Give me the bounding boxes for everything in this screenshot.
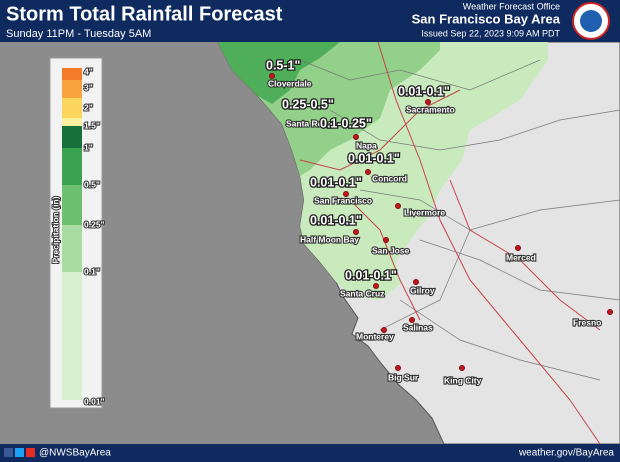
city-label: Sacramento	[406, 104, 455, 114]
issued: Issued Sep 22, 2023 9:09 AM PDT	[421, 28, 560, 38]
subtitle: Sunday 11PM - Tuesday 5AM	[6, 28, 151, 40]
city-label: Santa Rosa	[286, 118, 333, 128]
rainfall-amount: 0.1-0.25"	[320, 116, 372, 130]
city-label: Monterey	[356, 331, 394, 341]
county-lines	[299, 59, 620, 381]
rainfall-amount: 0.25-0.5"	[282, 97, 334, 111]
title: Storm Total Rainfall Forecast	[6, 3, 283, 25]
facebook-icon	[4, 448, 13, 457]
city-label: Santa Cruz	[340, 288, 384, 298]
legend-label: 4"	[84, 66, 93, 76]
rainfall-amount: 0.01-0.1"	[310, 175, 362, 189]
city-label: Gilroy	[410, 285, 435, 295]
website: weather.gov/BayArea	[518, 448, 614, 459]
social-handle: @NWSBayArea	[39, 448, 111, 459]
city-dots	[268, 73, 614, 371]
city-label: Livermore	[404, 207, 445, 217]
legend-label: 2"	[84, 102, 93, 112]
legend-label: 1"	[84, 142, 93, 152]
legend-colorbar	[62, 68, 82, 400]
legend-label: 0.5"	[84, 179, 100, 189]
city-label: San Francisco	[314, 195, 372, 205]
header-bar	[0, 0, 620, 42]
nws-logo-inner	[580, 10, 602, 32]
city-label: Cloverdale	[268, 78, 312, 88]
rainfall-amount: 0.5-1"	[266, 58, 300, 72]
rainfall-amount: 0.01-0.1"	[348, 151, 400, 165]
city-label: Napa	[356, 140, 377, 150]
legend-label: 3"	[84, 82, 93, 92]
city-label: Big Sur	[388, 372, 419, 382]
youtube-icon	[26, 448, 35, 457]
legend-label: 0.25"	[84, 219, 105, 229]
highways	[299, 41, 601, 445]
legend-title: Precipitation (in)	[50, 196, 60, 263]
office: Weather Forecast Office	[463, 1, 560, 11]
city-label: Half Moon Bay	[300, 234, 359, 244]
city-label: Merced	[506, 252, 536, 262]
city-label: Fresno	[573, 317, 601, 327]
footer-bar	[0, 444, 620, 462]
city-label: Salinas	[403, 322, 433, 332]
city-label: King City	[444, 375, 482, 385]
rainfall-amount: 0.01-0.1"	[310, 213, 362, 227]
city-label: San Jose	[372, 245, 410, 255]
rainfall-amount: 0.01-0.1"	[345, 268, 397, 282]
region: San Francisco Bay Area	[412, 11, 561, 26]
twitter-icon	[15, 448, 24, 457]
rainfall-amount: 0.01-0.1"	[398, 84, 450, 98]
legend-label: 1.5"	[84, 120, 100, 130]
legend-label: 0.1"	[84, 266, 100, 276]
city-label: Concord	[372, 173, 407, 183]
legend-label: 0.01"	[84, 396, 105, 406]
rain-area-heavy	[218, 42, 340, 104]
